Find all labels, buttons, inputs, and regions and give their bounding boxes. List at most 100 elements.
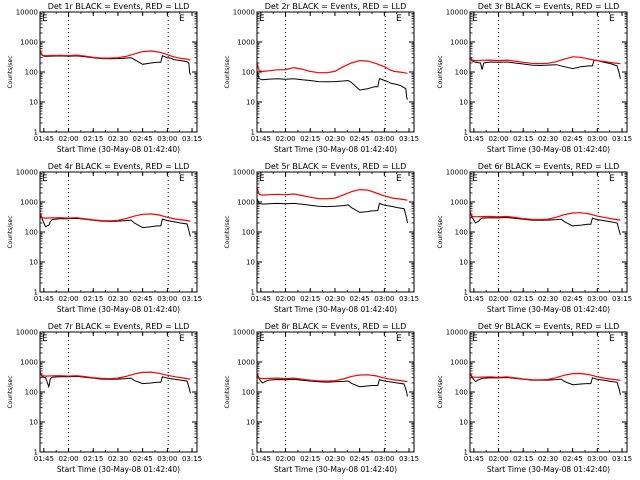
x-tick-label: 03:00 (157, 135, 177, 143)
y-axis-label: Counts/sec (7, 55, 14, 88)
y-tick-label: 1 (464, 449, 468, 457)
plot-frame (39, 171, 198, 293)
y-tick-label: 1 (464, 129, 468, 137)
y-tick-label: 1000 (237, 39, 255, 47)
y-tick-label: 1 (251, 289, 255, 297)
x-axis-label: Start Time (30-May-08 01:42:40) (487, 145, 610, 154)
y-axis-label: Counts/sec (224, 55, 231, 88)
x-tick-label: 02:00 (58, 295, 78, 303)
y-tick-label: 1 (34, 129, 38, 137)
x-axis-label: Start Time (30-May-08 01:42:40) (274, 465, 397, 474)
x-tick-label: 02:45 (563, 295, 583, 303)
x-tick-label: 02:30 (325, 135, 345, 143)
x-tick-label: 02:15 (513, 295, 533, 303)
plot-frame (469, 331, 628, 453)
y-tick-label: 100 (25, 229, 38, 237)
x-tick-label: 02:30 (538, 455, 558, 463)
x-axis-label: Start Time (30-May-08 01:42:40) (57, 305, 180, 314)
legend-marker-right: E (179, 174, 185, 184)
x-tick-label: 03:00 (374, 135, 394, 143)
y-tick-label: 10 (29, 99, 38, 107)
x-axis-label: Start Time (30-May-08 01:42:40) (274, 305, 397, 314)
legend-marker-left: E (42, 334, 48, 344)
panel-det-8: Det 8r BLACK = Events, RED = LLD Counts/s… (224, 322, 419, 474)
x-tick-label: 01:45 (464, 135, 484, 143)
legend-marker-left: E (472, 174, 478, 184)
legend-marker-right: E (609, 14, 615, 24)
panel-det-7: Det 7r BLACK = Events, RED = LLD Counts/s… (7, 322, 202, 474)
legend-marker-right: E (609, 334, 615, 344)
x-tick-label: 02:00 (488, 455, 508, 463)
x-tick-label: 02:00 (275, 135, 295, 143)
x-tick-label: 02:15 (83, 295, 103, 303)
x-tick-label: 03:15 (399, 455, 419, 463)
x-tick-label: 02:30 (108, 295, 128, 303)
y-axis-label: Counts/sec (224, 215, 231, 248)
y-tick-label: 100 (242, 69, 255, 77)
x-tick-label: 03:15 (399, 135, 419, 143)
y-tick-label: 100 (455, 69, 468, 77)
series-line-events (39, 372, 191, 394)
panel-title: Det 5r BLACK = Events, RED = LLD (265, 162, 407, 171)
y-tick-label: 1 (251, 449, 255, 457)
legend-marker-right: E (179, 334, 185, 344)
y-tick-label: 10000 (233, 169, 255, 177)
x-tick-label: 02:45 (133, 135, 153, 143)
panel-det-2: Det 2r BLACK = Events, RED = LLD Counts/s… (224, 2, 419, 154)
x-tick-label: 02:15 (513, 455, 533, 463)
x-tick-label: 02:30 (325, 295, 345, 303)
x-tick-label: 02:15 (83, 135, 103, 143)
series-line-events (39, 213, 191, 237)
x-tick-label: 02:00 (488, 135, 508, 143)
x-axis-label: Start Time (30-May-08 01:42:40) (274, 145, 397, 154)
plot-frame (469, 171, 628, 293)
x-tick-label: 01:45 (464, 455, 484, 463)
series-line-lld (469, 56, 621, 65)
panel-title: Det 1r BLACK = Events, RED = LLD (48, 2, 190, 11)
legend-marker-left: E (42, 174, 48, 184)
x-tick-label: 01:45 (34, 455, 54, 463)
x-axis-label: Start Time (30-May-08 01:42:40) (57, 145, 180, 154)
y-tick-label: 10 (459, 419, 468, 427)
y-tick-label: 10 (29, 419, 38, 427)
y-tick-label: 1 (34, 289, 38, 297)
x-tick-label: 03:15 (612, 455, 632, 463)
x-tick-label: 01:45 (251, 455, 271, 463)
y-tick-label: 1000 (450, 199, 468, 207)
y-axis-label: Counts/sec (437, 375, 444, 408)
x-tick-label: 02:00 (275, 295, 295, 303)
y-axis-label: Counts/sec (224, 375, 231, 408)
plot-frame (39, 11, 198, 133)
y-tick-label: 100 (455, 389, 468, 397)
y-tick-label: 100 (242, 389, 255, 397)
panel-title: Det 8r BLACK = Events, RED = LLD (265, 322, 407, 331)
x-tick-label: 03:00 (374, 455, 394, 463)
x-tick-label: 03:15 (182, 135, 202, 143)
panel-title: Det 9r BLACK = Events, RED = LLD (478, 322, 620, 331)
y-tick-label: 10000 (446, 329, 468, 337)
x-tick-label: 03:00 (157, 455, 177, 463)
y-tick-label: 1000 (450, 359, 468, 367)
x-tick-label: 02:45 (350, 455, 370, 463)
x-tick-label: 02:00 (58, 135, 78, 143)
y-axis-label: Counts/sec (7, 215, 14, 248)
legend-marker-left: E (42, 14, 48, 24)
series-line-lld (39, 50, 191, 61)
legend-marker-left: E (472, 14, 478, 24)
x-tick-label: 03:15 (612, 135, 632, 143)
series-line-lld (256, 373, 408, 383)
y-tick-label: 10000 (233, 9, 255, 17)
y-tick-label: 10000 (16, 169, 38, 177)
y-tick-label: 1 (464, 289, 468, 297)
x-tick-label: 02:15 (300, 135, 320, 143)
plot-frame (469, 11, 628, 133)
y-tick-label: 1 (251, 129, 255, 137)
plot-frame (256, 171, 415, 293)
x-tick-label: 02:30 (538, 135, 558, 143)
series-line-lld (256, 59, 408, 74)
x-tick-label: 03:15 (612, 295, 632, 303)
plot-frame (39, 331, 198, 453)
panel-det-9: Det 9r BLACK = Events, RED = LLD Counts/s… (437, 322, 632, 474)
x-tick-label: 02:45 (563, 135, 583, 143)
